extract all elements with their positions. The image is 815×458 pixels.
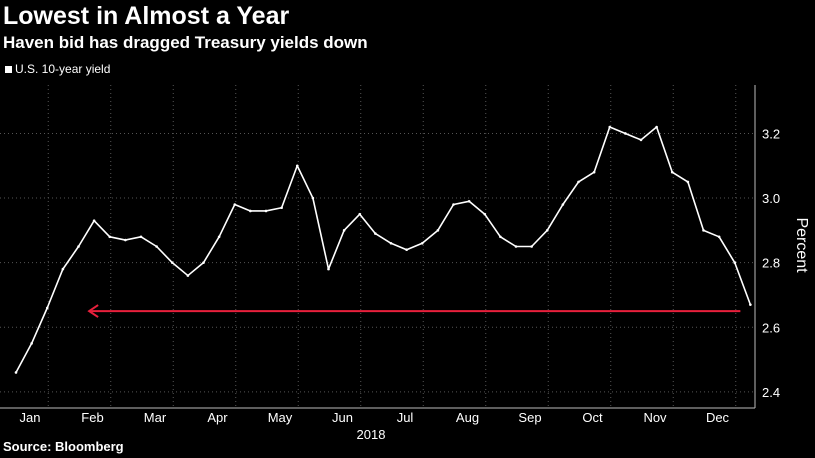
data-point — [561, 203, 565, 206]
data-point — [514, 245, 518, 248]
x-tick-label: Oct — [582, 410, 603, 425]
data-point — [311, 196, 315, 200]
data-point — [249, 209, 252, 213]
x-tick-label: May — [268, 410, 293, 425]
series-line — [15, 126, 752, 373]
data-point — [92, 219, 96, 222]
data-point — [280, 206, 283, 210]
data-point — [217, 235, 221, 239]
data-point — [436, 229, 440, 232]
data-point — [295, 164, 299, 168]
data-point — [389, 241, 393, 245]
data-point — [186, 274, 190, 277]
x-tick-label: Jul — [397, 410, 414, 425]
x-tick-label: Sep — [518, 410, 541, 425]
data-point — [717, 235, 721, 239]
data-point — [202, 261, 205, 264]
data-point — [499, 235, 502, 239]
data-point — [530, 245, 533, 248]
data-point — [14, 371, 18, 374]
y-tick-label: 2.8 — [762, 256, 780, 271]
legend-label: U.S. 10-year yield — [15, 62, 111, 76]
arrow-head — [87, 304, 99, 318]
data-point — [592, 170, 596, 174]
data-point — [670, 170, 674, 174]
data-point — [686, 180, 690, 184]
data-point — [139, 235, 143, 239]
x-tick-label: Jan — [20, 410, 41, 425]
data-point — [124, 238, 127, 242]
data-point — [342, 229, 346, 232]
data-point — [420, 241, 424, 245]
x-tick-label: Dec — [706, 410, 730, 425]
x-axis-year-label: 2018 — [357, 427, 386, 442]
y-tick-label: 3.2 — [762, 126, 780, 141]
data-point — [655, 125, 658, 129]
y-tick-label: 2.4 — [762, 385, 780, 400]
data-point — [374, 232, 377, 235]
data-point — [483, 212, 487, 216]
data-point — [61, 267, 65, 271]
data-point — [639, 138, 643, 142]
y-tick-label: 3.0 — [762, 191, 780, 206]
x-tick-label: Mar — [144, 410, 167, 425]
x-tick-label: Feb — [81, 410, 103, 425]
data-point — [155, 245, 158, 248]
data-point — [108, 235, 112, 239]
x-tick-label: Jun — [332, 410, 353, 425]
data-point — [45, 306, 49, 310]
x-tick-label: Aug — [456, 410, 479, 425]
data-point — [405, 248, 408, 252]
data-point — [77, 245, 80, 248]
data-point — [233, 203, 237, 206]
data-point — [327, 267, 330, 271]
x-tick-label: Nov — [643, 410, 667, 425]
data-point — [264, 209, 268, 213]
data-point — [358, 212, 362, 216]
data-point — [467, 199, 471, 203]
data-point — [452, 203, 455, 206]
data-point — [702, 229, 705, 232]
data-point — [624, 132, 627, 135]
x-tick-label: Apr — [207, 410, 228, 425]
source-note: Source: Bloomberg — [3, 439, 124, 454]
data-point — [30, 342, 33, 345]
data-point — [733, 261, 737, 264]
y-axis-title: Percent — [793, 217, 810, 273]
data-point — [170, 261, 174, 264]
data-point — [749, 303, 752, 306]
y-tick-label: 2.6 — [762, 320, 780, 335]
chart-title: Lowest in Almost a Year — [3, 2, 290, 30]
data-point — [608, 125, 612, 129]
data-point — [577, 180, 580, 184]
legend-swatch — [5, 65, 12, 73]
data-point — [545, 229, 549, 232]
legend: U.S. 10-year yield — [5, 62, 110, 76]
chart-subtitle: Haven bid has dragged Treasury yields do… — [3, 33, 368, 52]
